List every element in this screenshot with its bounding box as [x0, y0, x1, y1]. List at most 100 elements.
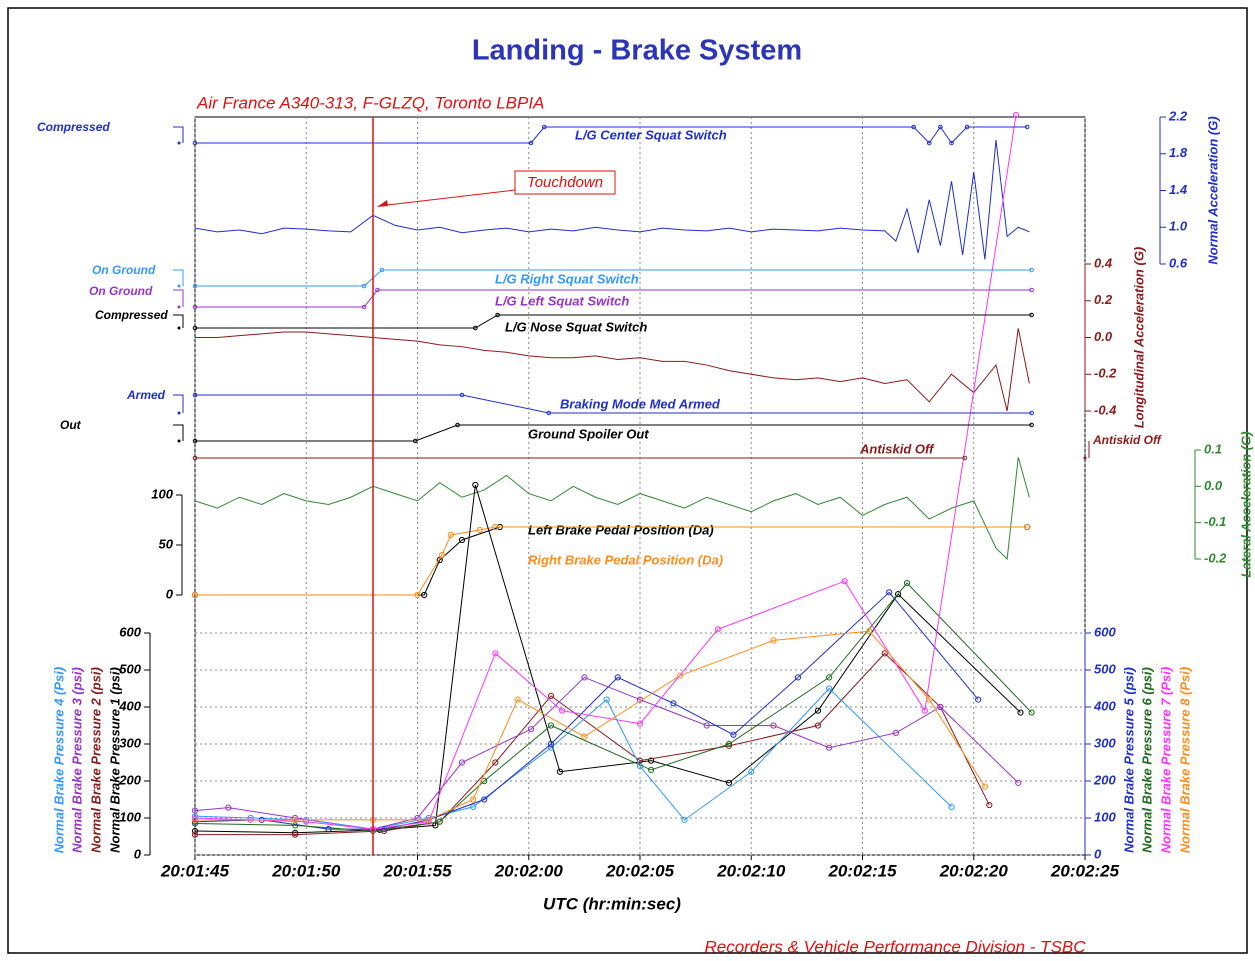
- state-label: On Ground: [92, 263, 156, 277]
- y-tick-label: 100: [151, 486, 173, 501]
- y-tick-label: 0: [134, 846, 142, 861]
- marker: [730, 731, 737, 738]
- marker: [866, 628, 873, 635]
- marker: [192, 392, 198, 398]
- footer: Recorders & Vehicle Performance Division…: [704, 937, 1086, 956]
- y-tick-label: 500: [119, 661, 141, 676]
- y-tick-label: 500: [1094, 661, 1116, 676]
- series-label: L/G Nose Squat Switch: [505, 319, 647, 334]
- marker: [1029, 422, 1034, 428]
- marker: [473, 325, 478, 331]
- state-dot: [177, 284, 181, 288]
- trace-line: [195, 630, 986, 821]
- marker: [303, 818, 310, 825]
- trace-line: [195, 328, 1030, 412]
- marker: [975, 696, 982, 703]
- state-label: Armed: [126, 388, 166, 402]
- marker: [1012, 111, 1020, 119]
- legend-label: Normal Brake Pressure 3 (psi): [69, 667, 84, 853]
- marker: [414, 591, 421, 599]
- marker: [681, 816, 688, 823]
- trace-line: [194, 457, 1030, 561]
- marker: [1028, 709, 1035, 716]
- marker: [381, 827, 388, 835]
- state-dot: [177, 411, 181, 415]
- marker: [292, 829, 299, 836]
- state-bracket: [173, 126, 184, 143]
- marker: [421, 591, 428, 599]
- y-tick-label: 300: [1094, 735, 1116, 750]
- series-label: Ground Spoiler Out: [528, 426, 649, 441]
- state-label: Out: [60, 418, 82, 432]
- marker: [425, 818, 432, 825]
- trace-line: [195, 394, 1032, 414]
- marker: [903, 579, 911, 587]
- marker: [892, 729, 899, 737]
- y-tick-label: 0: [166, 586, 174, 601]
- x-tick-label: 20:01:45: [160, 861, 230, 880]
- marker: [636, 720, 644, 727]
- state-bracket: [173, 289, 184, 307]
- legend-label: Normal Brake Pressure 6 (psi): [1139, 667, 1154, 853]
- y-tick-label: 300: [119, 735, 141, 750]
- marker: [547, 744, 555, 751]
- state-dot: [177, 141, 181, 145]
- legend-label: Normal Brake Pressure 1 (psi): [107, 667, 122, 853]
- marker: [556, 768, 564, 775]
- marker: [714, 626, 721, 633]
- marker: [581, 674, 588, 681]
- state-bracket: [173, 269, 184, 286]
- trace-line: [195, 526, 1028, 596]
- marker: [949, 140, 954, 146]
- y-tick-label: -0.4: [1094, 402, 1117, 417]
- marker: [225, 804, 232, 811]
- marker: [514, 696, 521, 703]
- chart-title: Landing - Brake System: [472, 35, 802, 67]
- trace-line: [195, 314, 1032, 329]
- marker: [926, 696, 933, 703]
- marker: [676, 672, 684, 679]
- marker: [648, 757, 655, 764]
- legend-label: Normal Brake Pressure 5 (psi): [1121, 667, 1136, 853]
- marker: [481, 796, 488, 803]
- y-tick-label: 600: [119, 624, 141, 639]
- marker: [581, 733, 588, 740]
- marker: [192, 438, 198, 444]
- marker: [492, 650, 499, 657]
- marker: [438, 551, 446, 559]
- subtitle: Air France A340-313, F-GLZQ, Toronto LBP…: [196, 93, 544, 112]
- marker: [1024, 124, 1030, 130]
- marker: [937, 703, 944, 711]
- state-label: On Ground: [89, 284, 153, 298]
- state-label: Compressed: [95, 308, 168, 322]
- series-label: Antiskid Off: [859, 441, 935, 456]
- marker: [603, 696, 610, 703]
- x-axis-label: UTC (hr:min:sec): [543, 894, 681, 913]
- arrow-head: [377, 200, 388, 207]
- marker: [458, 536, 466, 544]
- marker: [614, 674, 621, 681]
- x-tick-label: 20:02:15: [827, 861, 897, 880]
- state-bracket: [173, 394, 184, 413]
- trace-line: [195, 424, 1032, 442]
- trace-line: [194, 591, 979, 830]
- state-label: Antiskid Off: [1092, 433, 1162, 447]
- marker: [547, 722, 555, 729]
- marker: [826, 744, 833, 751]
- state-dot: [177, 305, 181, 309]
- marker: [528, 140, 534, 146]
- legend-label: Normal Brake Pressure 4 (Psi): [51, 667, 66, 853]
- marker: [425, 816, 432, 823]
- y-tick-label: 0.4: [1094, 255, 1113, 270]
- x-tick-label: 20:02:05: [605, 861, 675, 880]
- marker: [1029, 312, 1034, 318]
- y-axis-label: Normal Acceleration (G): [1205, 116, 1220, 264]
- marker: [703, 722, 710, 729]
- x-tick-label: 20:02:10: [716, 861, 786, 880]
- marker: [472, 481, 479, 489]
- series-label: L/G Left Squat Switch: [495, 293, 629, 308]
- annotation-arrow: [378, 189, 516, 207]
- marker: [495, 312, 500, 318]
- marker: [191, 816, 199, 823]
